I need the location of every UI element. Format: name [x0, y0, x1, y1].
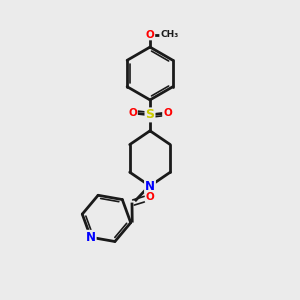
Text: O: O — [146, 29, 154, 40]
Text: S: S — [146, 108, 154, 122]
Text: O: O — [163, 108, 172, 118]
Text: N: N — [86, 231, 96, 244]
Text: O: O — [146, 192, 154, 202]
Text: N: N — [145, 179, 155, 193]
Text: O: O — [128, 108, 137, 118]
Text: CH₃: CH₃ — [160, 30, 178, 39]
